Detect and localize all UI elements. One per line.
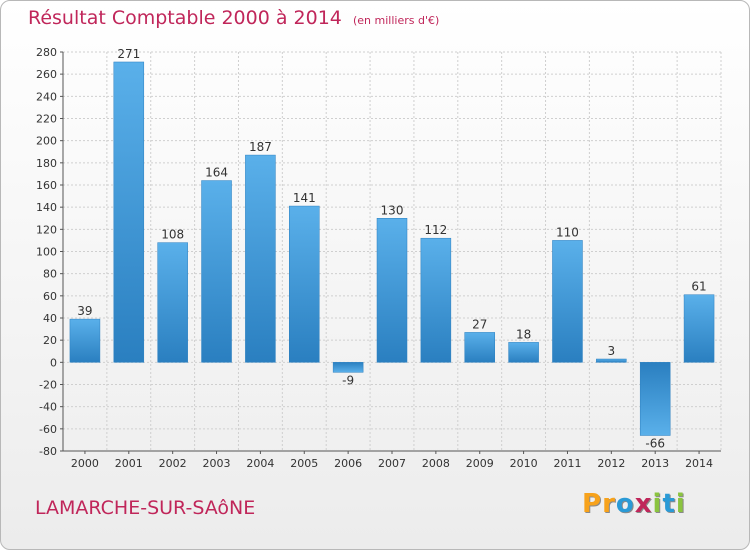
x-tick-label: 2005 — [290, 457, 318, 470]
data-label: 141 — [293, 191, 316, 205]
x-tick-label: 2014 — [685, 457, 713, 470]
data-label: 108 — [161, 228, 184, 242]
y-tick-label: 0 — [50, 356, 57, 369]
logo-letter: x — [634, 489, 653, 519]
bar-2003 — [201, 180, 232, 363]
data-label: 164 — [205, 166, 228, 180]
bar-2002 — [157, 242, 188, 363]
y-tick-label: 160 — [36, 179, 57, 192]
x-tick-label: 2004 — [246, 457, 274, 470]
y-tick-label: 120 — [36, 223, 57, 236]
data-label: 187 — [249, 140, 272, 154]
y-tick-label: 80 — [43, 268, 57, 281]
chart-subtitle: (en milliers d'€) — [352, 14, 440, 27]
y-tick-label: 240 — [36, 90, 57, 103]
bar-2001 — [113, 61, 145, 363]
x-tick-label: 2008 — [422, 457, 450, 470]
x-tick-label: 2002 — [159, 457, 187, 470]
logo-letter: P — [582, 489, 603, 519]
bar-2013 — [639, 362, 671, 436]
bar-2009 — [464, 332, 495, 363]
bar-2005 — [289, 205, 320, 363]
bar-2007 — [376, 218, 408, 363]
chart-title: Résultat Comptable 2000 à 2014 — [28, 7, 342, 29]
bar-2014 — [683, 294, 715, 363]
bar-2004 — [245, 154, 276, 363]
x-tick-label: 2011 — [553, 457, 581, 470]
x-tick-label: 2007 — [378, 457, 406, 470]
data-label: 18 — [516, 327, 531, 341]
y-tick-label: 20 — [43, 334, 57, 347]
x-tick-label: 2010 — [510, 457, 538, 470]
data-label: 61 — [691, 280, 706, 294]
data-label: -66 — [645, 436, 665, 450]
data-label: 130 — [381, 203, 404, 217]
bar-2006 — [332, 362, 364, 373]
x-tick-label: 2001 — [115, 457, 143, 470]
logo-letter: i — [675, 489, 686, 519]
proxiti-logo: Proxiti — [582, 489, 686, 519]
data-label: 110 — [556, 225, 579, 239]
logo-letter: i — [652, 489, 663, 519]
y-tick-label: -40 — [39, 401, 57, 414]
y-tick-label: 100 — [36, 246, 57, 259]
y-tick-label: 140 — [36, 201, 57, 214]
bar-2010 — [508, 342, 539, 363]
y-tick-label: 180 — [36, 157, 57, 170]
city-name: LAMARCHE-SUR-SAôNE — [35, 497, 256, 519]
bar-2008 — [420, 237, 452, 363]
x-tick-label: 2012 — [597, 457, 625, 470]
logo-letter: o — [615, 489, 635, 519]
y-tick-label: -60 — [39, 423, 57, 436]
bar-2000 — [69, 318, 101, 363]
y-tick-label: 40 — [43, 312, 57, 325]
x-tick-label: 2009 — [466, 457, 494, 470]
data-label: 27 — [472, 317, 487, 331]
y-tick-label: 200 — [36, 135, 57, 148]
y-tick-label: 60 — [43, 290, 57, 303]
logo-letter: r — [602, 489, 616, 519]
y-tick-label: -20 — [39, 379, 57, 392]
x-tick-label: 2013 — [641, 457, 669, 470]
data-label: 112 — [424, 223, 447, 237]
bar-2012 — [596, 358, 627, 363]
y-tick-label: 260 — [36, 68, 57, 81]
y-tick-label: 280 — [36, 46, 57, 59]
logo-letter: t — [662, 489, 676, 519]
data-label: -9 — [342, 373, 354, 387]
chart-title-block: Résultat Comptable 2000 à 2014 (en milli… — [28, 7, 439, 29]
x-tick-label: 2003 — [203, 457, 231, 470]
bar-2011 — [552, 240, 583, 363]
data-label: 271 — [117, 47, 140, 61]
data-label: 39 — [77, 304, 92, 318]
y-tick-label: -80 — [39, 445, 57, 458]
x-tick-label: 2000 — [71, 457, 99, 470]
x-tick-label: 2006 — [334, 457, 362, 470]
data-label: 3 — [608, 344, 616, 358]
y-tick-label: 220 — [36, 113, 57, 126]
